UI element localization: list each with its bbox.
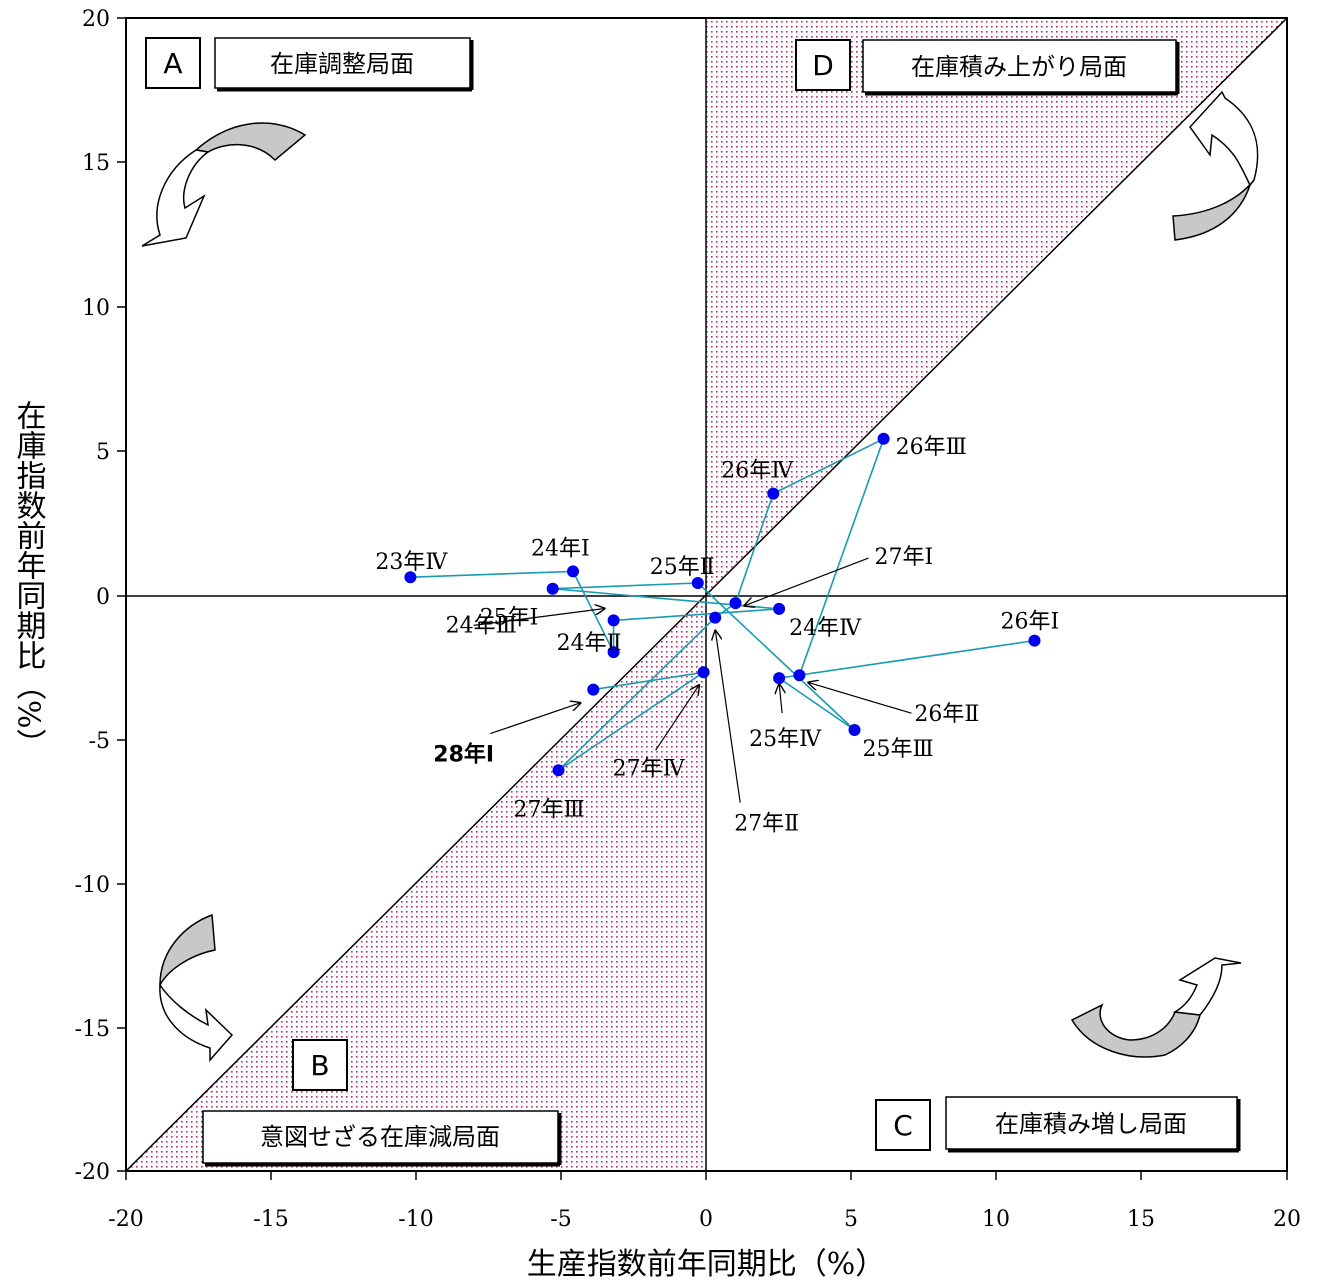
y-tick-label: 0: [96, 585, 110, 610]
y-tick-label: 15: [82, 151, 110, 176]
data-label: 25年Ⅳ: [749, 727, 822, 752]
curved-arrow-b: [159, 913, 234, 1062]
quadrant-letter-box: [795, 39, 851, 91]
callout-arrow: [807, 682, 912, 714]
x-tick-label: -5: [550, 1207, 571, 1232]
point-labels: 23年Ⅳ 24年Ⅰ 24年Ⅱ 24年Ⅲ 24年Ⅳ 25年Ⅰ 25年Ⅱ 25年Ⅲ 25年Ⅳ 26年Ⅰ…: [375, 435, 1059, 837]
data-label: 24年Ⅰ: [531, 536, 590, 561]
data-point: [404, 571, 417, 584]
quadrant-name: 意図せざる在庫減局面: [260, 1123, 500, 1151]
x-tick-label: -10: [398, 1207, 433, 1232]
data-label: 26年Ⅳ: [721, 459, 794, 484]
y-tick-label: 5: [96, 440, 110, 465]
data-point: [546, 582, 559, 595]
curved-arrow-c: [1070, 957, 1242, 1058]
y-tick-labels: 20 15 10 5 0 -5 -10 -15 -20: [75, 7, 110, 1185]
data-point: [793, 669, 806, 682]
y-tick-label: -5: [89, 729, 110, 754]
quadrant-name: 在庫積み上がり局面: [911, 53, 1127, 81]
quadrant-letter: B: [310, 1049, 329, 1082]
callout-arrow: [744, 557, 869, 606]
data-point: [567, 565, 579, 578]
y-ticks: [117, 17, 126, 1172]
x-ticks: [125, 1171, 1288, 1180]
data-label: 24年Ⅲ: [446, 613, 517, 638]
quadrant-name-box: [945, 1096, 1238, 1150]
data-label: 26年Ⅰ: [1001, 610, 1060, 635]
curved-arrow-a: [141, 122, 307, 247]
data-point: [1028, 634, 1041, 647]
x-tick-labels: -20 -15 -10 -5 0 5 10 15 20: [108, 1207, 1301, 1232]
data-point: [773, 672, 786, 685]
y-tick-label: 20: [82, 7, 110, 32]
callout-arrow: [779, 683, 782, 714]
quadrant-name: 在庫積み増し局面: [995, 1110, 1187, 1138]
data-label: 24年Ⅱ: [557, 631, 622, 656]
y-tick-label: -20: [75, 1160, 110, 1185]
quadrant-letter: C: [893, 1109, 913, 1142]
data-point: [767, 487, 780, 500]
quadrant-letter: D: [812, 49, 834, 82]
quadrant-letter: A: [163, 47, 182, 80]
y-axis-title: 在庫指数前年同期比（%）: [11, 400, 47, 759]
data-label: 26年Ⅲ: [896, 435, 967, 460]
quadrant-letter-box: [292, 1039, 348, 1091]
x-tick-label: 5: [844, 1207, 858, 1232]
data-point: [587, 683, 600, 696]
quadrant-name-box: [214, 37, 471, 89]
x-tick-label: 15: [1127, 1207, 1155, 1232]
data-point: [691, 577, 704, 589]
y-tick-label: -15: [75, 1017, 110, 1042]
y-tick-label: -10: [75, 873, 110, 898]
data-label: 26年Ⅱ: [914, 702, 979, 727]
data-label: 25年Ⅰ: [480, 606, 539, 631]
x-axis-title: 生産指数前年同期比（%）: [527, 1247, 886, 1282]
data-label: 27年Ⅲ: [514, 797, 585, 822]
data-point: [552, 764, 565, 777]
x-tick-label: 0: [699, 1207, 713, 1232]
data-label: 28年Ⅰ: [433, 742, 494, 768]
quadrant-name: 在庫調整局面: [270, 50, 414, 78]
data-label: 23年Ⅳ: [375, 550, 448, 575]
data-label: 25年Ⅱ: [650, 555, 715, 580]
data-label: 27年Ⅰ: [875, 545, 934, 570]
quadrant-name-box: [862, 39, 1177, 93]
data-label: 27年Ⅳ: [613, 756, 686, 781]
series-points: [404, 432, 1041, 777]
data-point: [773, 602, 786, 615]
data-point: [709, 611, 722, 624]
y-tick-label: 10: [82, 296, 110, 321]
quadrant-c: C 在庫積み増し局面: [875, 1096, 1241, 1153]
callout-arrow: [655, 684, 700, 751]
data-point: [607, 614, 620, 627]
data-label: 25年Ⅲ: [863, 737, 934, 762]
x-tick-label: -15: [253, 1207, 288, 1232]
quadrant-letter-box: [145, 37, 201, 89]
quadrant-letter-box: [875, 1099, 931, 1151]
data-label: 27年Ⅱ: [734, 812, 799, 837]
callout-lines: [473, 557, 912, 803]
data-label: 24年Ⅳ: [789, 616, 862, 641]
callout-arrow: [473, 608, 606, 626]
diagonal-line: [125, 17, 1288, 1172]
data-point: [877, 432, 890, 445]
callout-arrow: [490, 703, 581, 735]
data-point: [848, 724, 861, 736]
quadrant-b: B 意図せざる在庫減局面: [202, 1039, 562, 1167]
data-point: [607, 646, 620, 659]
data-point: [697, 666, 710, 679]
data-point: [729, 597, 742, 610]
x-tick-label: -20: [108, 1207, 143, 1232]
callout-arrow: [715, 630, 741, 803]
curved-arrow-d: [1172, 90, 1259, 241]
x-tick-label: 20: [1273, 1207, 1301, 1232]
x-tick-label: 10: [982, 1207, 1010, 1232]
quadrant-d: D 在庫積み上がり局面: [795, 39, 1180, 96]
quadrant-name-box: [202, 1110, 559, 1164]
quadrant-a: A 在庫調整局面: [145, 37, 474, 92]
